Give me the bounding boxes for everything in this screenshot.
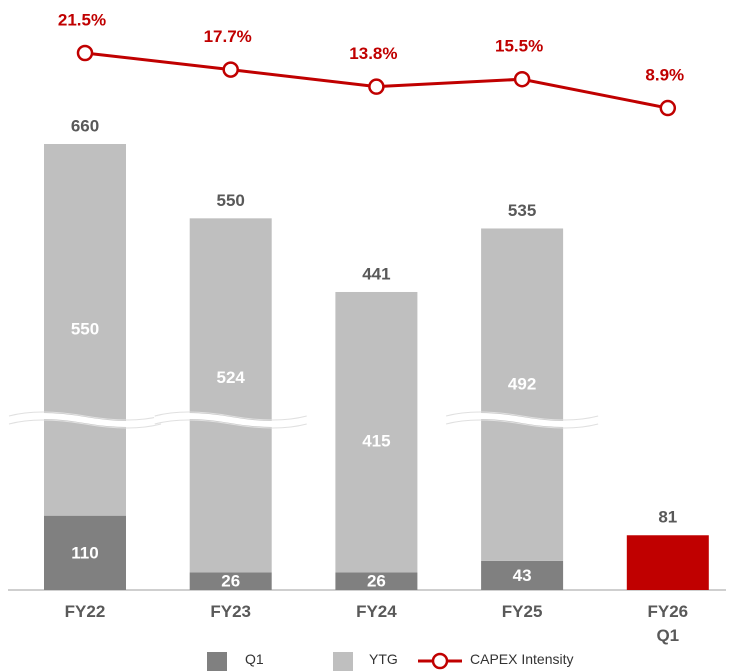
axis-break-edge bbox=[154, 419, 307, 429]
total-label: 550 bbox=[217, 191, 245, 210]
legend-label: YTG bbox=[369, 651, 398, 667]
line-label: 17.7% bbox=[204, 27, 252, 46]
x-tick-label: FY23 bbox=[210, 602, 251, 621]
segment-label: 110 bbox=[71, 543, 98, 562]
segment-label: 26 bbox=[221, 572, 240, 591]
legend-marker bbox=[431, 652, 449, 670]
segment-label: 43 bbox=[513, 566, 532, 585]
segment-label: 524 bbox=[217, 368, 246, 387]
legend-swatch bbox=[207, 652, 227, 671]
bar-q1 bbox=[626, 535, 709, 590]
axis-break bbox=[8, 413, 162, 427]
bar-ytg bbox=[189, 218, 272, 573]
axis-break-edge bbox=[445, 411, 599, 421]
bar-q1 bbox=[335, 572, 418, 590]
total-label: 81 bbox=[658, 508, 677, 527]
line-marker bbox=[368, 78, 385, 95]
bar-ytg bbox=[44, 144, 126, 516]
line-label: 15.5% bbox=[495, 37, 543, 56]
axis-break bbox=[153, 413, 308, 427]
axis-break bbox=[445, 413, 599, 427]
axis-break-edge bbox=[154, 411, 307, 421]
total-label: 441 bbox=[362, 264, 390, 283]
x-tick-label: FY22 bbox=[64, 602, 106, 621]
x-tick-label: FY25 bbox=[501, 602, 543, 621]
segment-label: 415 bbox=[362, 432, 390, 451]
bar-ytg bbox=[335, 291, 418, 573]
axis-break-edge bbox=[445, 419, 599, 429]
bar-ytg bbox=[481, 228, 564, 561]
bar-q1 bbox=[44, 515, 126, 590]
bar-q1 bbox=[481, 560, 564, 590]
x-tick-label: FY24 bbox=[356, 602, 397, 621]
legend-label: CAPEX Intensity bbox=[470, 651, 574, 667]
legend-label: Q1 bbox=[245, 651, 264, 667]
bar-q1 bbox=[189, 572, 272, 590]
line-marker bbox=[76, 44, 94, 62]
line-label: 21.5% bbox=[58, 10, 106, 29]
segment-label: 26 bbox=[367, 572, 386, 591]
segment-label: 550 bbox=[71, 320, 99, 339]
line-marker bbox=[222, 61, 239, 78]
legend-swatch bbox=[333, 652, 353, 671]
x-tick-label: FY26 Q1 bbox=[647, 602, 689, 645]
axis-break-edge bbox=[8, 419, 162, 429]
line-label: 8.9% bbox=[645, 66, 684, 85]
total-label: 660 bbox=[71, 116, 99, 135]
line-marker bbox=[659, 99, 677, 117]
segment-label: 492 bbox=[508, 374, 536, 393]
total-label: 535 bbox=[508, 201, 536, 220]
axis-break-edge bbox=[8, 411, 162, 421]
line-label: 13.8% bbox=[349, 44, 397, 63]
line-marker bbox=[513, 70, 531, 88]
